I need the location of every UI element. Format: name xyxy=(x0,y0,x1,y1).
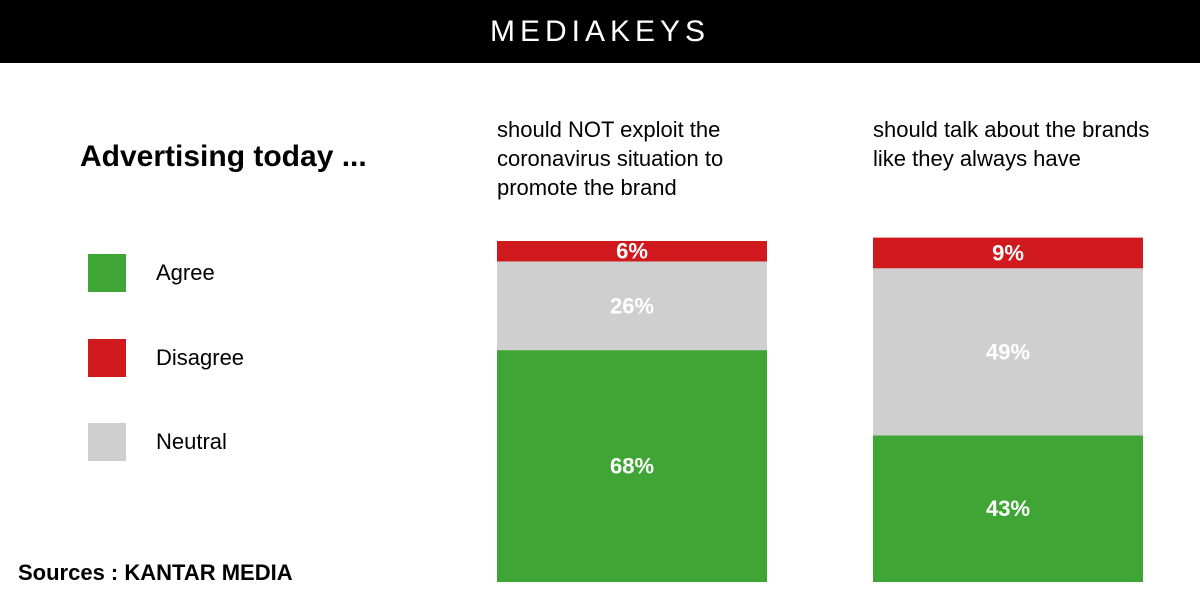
bar-value-label-neutral-2: 49% xyxy=(986,339,1030,364)
legend-swatch-agree xyxy=(88,254,126,292)
bar-segment-neutral-2 xyxy=(873,268,1143,436)
chart-title: Advertising today ... xyxy=(80,140,367,173)
legend-label-disagree: Disagree xyxy=(156,345,245,370)
bar-value-label-disagree-2: 9% xyxy=(992,240,1024,265)
bar-segment-neutral-1 xyxy=(497,261,767,351)
source-note: Sources : KANTAR MEDIA xyxy=(18,560,293,585)
legend-swatch-disagree xyxy=(88,339,126,377)
bar-caption-1: should NOT exploit the coronavirus situa… xyxy=(497,117,724,200)
legend-item-disagree: Disagree xyxy=(88,339,388,377)
bar-segment-disagree-2 xyxy=(873,237,1143,269)
bar-value-label-disagree-1: 6% xyxy=(616,239,648,264)
legend-item-neutral: Neutral xyxy=(88,423,388,461)
legend-swatch-neutral xyxy=(88,423,126,461)
bar-value-label-agree-1: 68% xyxy=(610,454,654,479)
legend-label-neutral: Neutral xyxy=(156,429,227,454)
bar-value-label-neutral-1: 26% xyxy=(610,293,654,318)
legend-label-agree: Agree xyxy=(156,260,215,285)
legend-item-agree: Agree xyxy=(88,254,388,292)
header-bar: MEDIAKEYS xyxy=(0,0,1200,63)
bar-caption-2: should talk about the brands like they a… xyxy=(873,117,1150,171)
bar-segment-agree-1 xyxy=(497,350,767,582)
bar-value-label-agree-2: 43% xyxy=(986,496,1030,521)
bar-segment-agree-2 xyxy=(873,435,1143,582)
bar-segment-disagree-1 xyxy=(497,241,767,262)
brand-logo: MEDIAKEYS xyxy=(489,15,711,48)
